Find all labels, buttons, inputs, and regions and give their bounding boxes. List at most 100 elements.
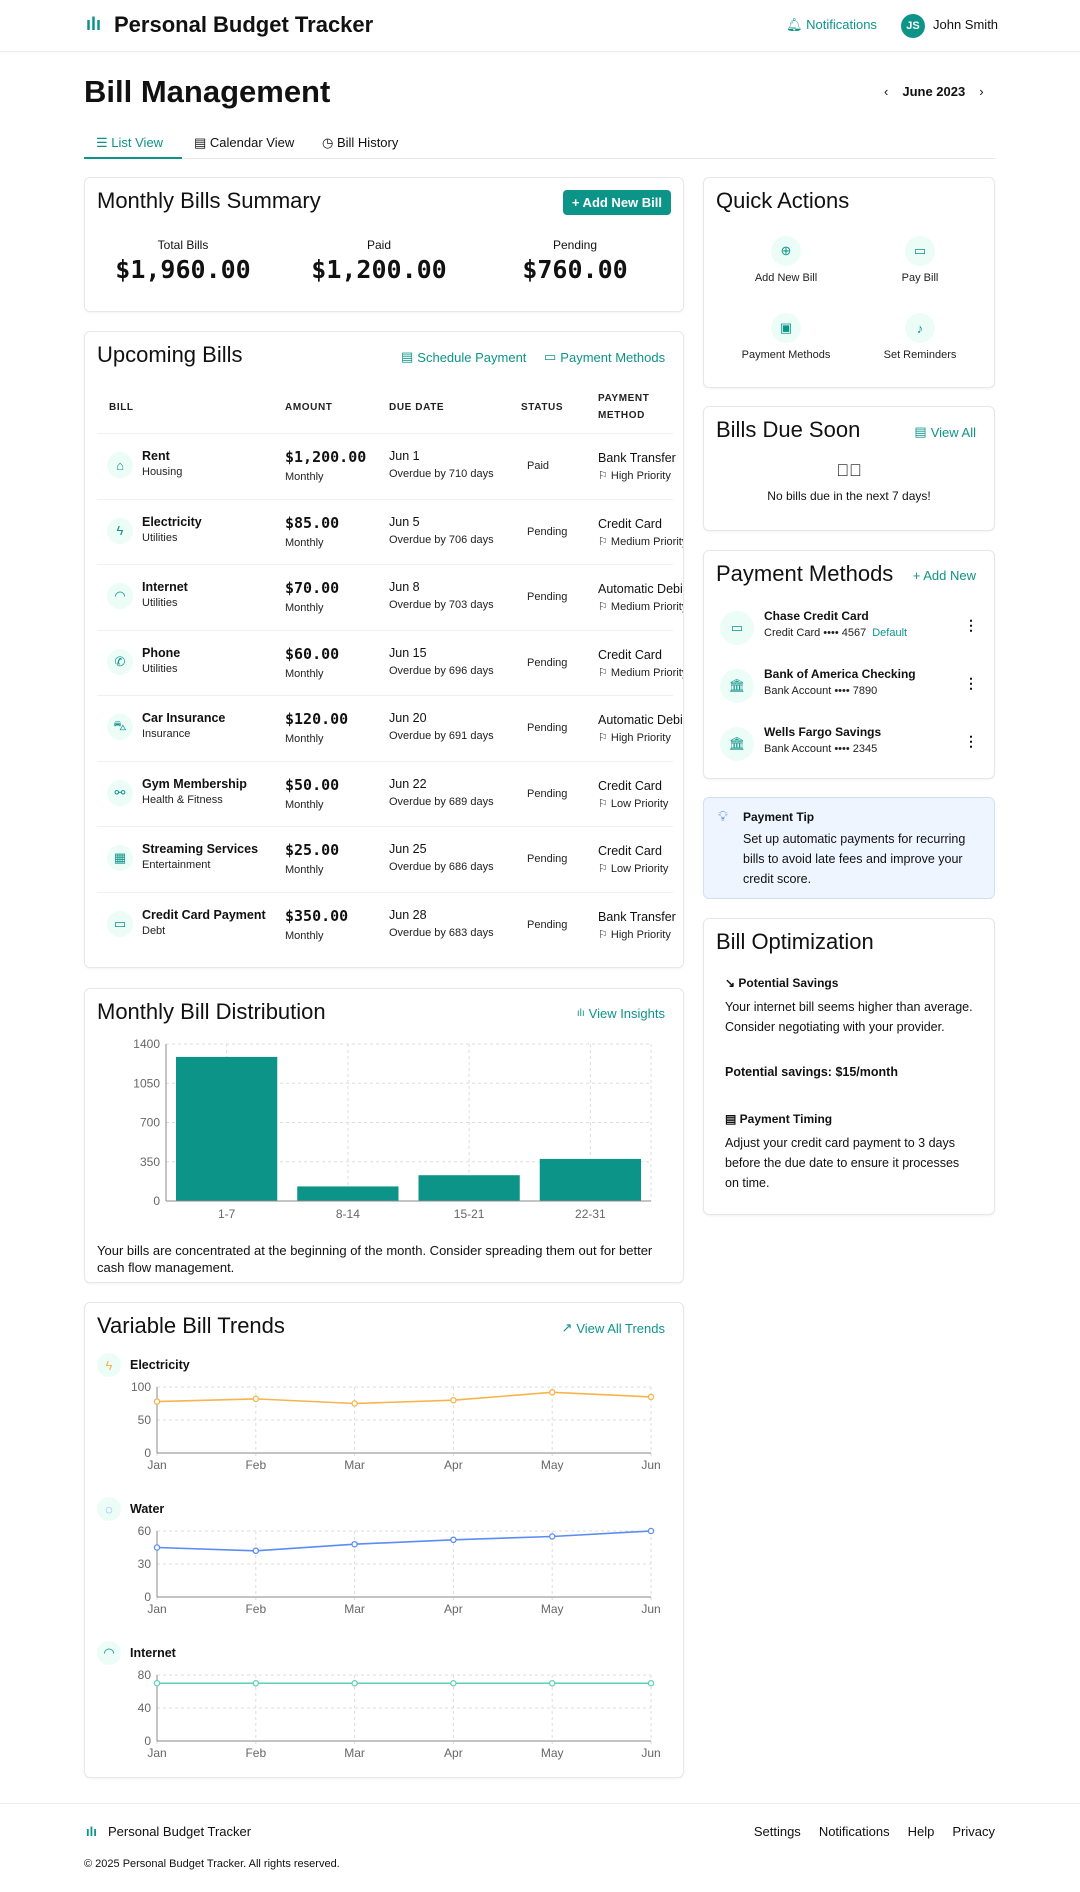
data-point-Apr — [450, 1536, 457, 1544]
quick-action-pay-bill[interactable]: ▭ Pay Bill — [850, 236, 990, 284]
tab-list-view[interactable]: ☰ List View — [84, 135, 182, 159]
flag-icon: ⚐ — [598, 470, 611, 482]
list-icon: ☰ — [96, 135, 112, 150]
y-tick-label: 40 — [138, 1701, 152, 1715]
zap-icon: ϟ — [97, 1353, 121, 1377]
bill-frequency: Monthly — [285, 471, 324, 483]
overdue-text: Overdue by 703 days — [389, 599, 494, 611]
data-point-May — [548, 1389, 556, 1396]
bill-category: Health & Fitness — [142, 793, 223, 806]
x-tick-label: Apr — [444, 1746, 463, 1760]
stat-label: Paid — [366, 238, 392, 252]
overdue-text: Overdue by 689 days — [389, 795, 494, 808]
stat-label: Total Bills — [157, 238, 209, 252]
data-point-Jun — [647, 1527, 655, 1535]
overdue-text: Overdue by 696 days — [389, 664, 494, 677]
data-point-Jan — [153, 1544, 161, 1551]
chevron-right-icon[interactable]: › — [979, 84, 984, 99]
more-options-icon[interactable]: ⋮ — [964, 617, 978, 633]
more-options-icon[interactable]: ⋮ — [964, 675, 978, 691]
bill-category: Utilities — [142, 597, 178, 609]
lightbulb-icon: 💡︎ — [718, 808, 728, 824]
tab-calendar-view[interactable]: ▤ Calendar View — [194, 135, 294, 151]
view-all-trends-link[interactable]: ↗ View All Trends — [561, 1320, 665, 1336]
view-insights-link[interactable]: ılı View Insights — [577, 1006, 665, 1021]
table-row[interactable]: ✆ Phone Utilities $60.00 Monthly Jun 15 Overdu… — [97, 629, 683, 695]
data-point-Apr — [450, 1396, 457, 1404]
table-row[interactable]: ▦ Streaming Services Entertainment $25.00 Mo… — [97, 826, 673, 891]
footer: ılı Personal Budget Tracker Settings Not… — [0, 1803, 1080, 1892]
priority-label: Low Priority — [610, 863, 669, 875]
payment-method: Credit Card — [598, 844, 662, 858]
x-tick-label: 8-14 — [336, 1207, 360, 1221]
app-title[interactable]: Personal Budget Tracker — [114, 12, 374, 37]
bill-category: Utilities — [142, 531, 178, 544]
payment-method: Credit Card — [598, 778, 662, 793]
add-payment-method-link[interactable]: + Add New — [912, 568, 976, 583]
chart-logo-icon: ılı — [86, 1824, 97, 1839]
bank-icon: 🏛 — [720, 669, 754, 703]
wifi-icon: ◠ — [97, 1641, 121, 1665]
data-point-Jan — [153, 1679, 161, 1687]
footer-link-notifications[interactable]: Notifications — [818, 1824, 890, 1839]
card-title: Variable Bill Trends — [97, 1313, 285, 1338]
due-date: Jun 15 — [389, 645, 427, 660]
chevron-left-icon[interactable]: ‹ — [884, 84, 889, 99]
x-tick-label: Jan — [147, 1458, 166, 1472]
y-tick-label: 30 — [138, 1557, 152, 1571]
y-tick-label: 700 — [140, 1116, 160, 1130]
table-row[interactable]: ▭ Credit Card Payment Debt $350.00 Monthly Ju… — [97, 891, 676, 957]
more-options-icon[interactable]: ⋮ — [964, 733, 978, 749]
table-row[interactable]: ⚯ Gym Membership Health & Fitness $50.00 Mon… — [97, 760, 673, 826]
footer-link-privacy[interactable]: Privacy — [952, 1824, 995, 1839]
quick-action-set-reminders[interactable]: ♪ Set Reminders — [850, 313, 990, 361]
priority-label: High Priority — [610, 732, 671, 744]
footer-link-settings[interactable]: Settings — [753, 1824, 801, 1839]
quick-action-add-new-bill[interactable]: ⊕ Add New Bill — [716, 236, 856, 284]
priority: ⚐ Low Priority — [598, 797, 668, 810]
user-name[interactable]: John Smith — [933, 17, 999, 32]
tab-bill-history[interactable]: ◷ Bill History — [322, 135, 398, 151]
bill-category: Debt — [142, 924, 166, 937]
bill-amount: $50.00 — [285, 775, 340, 794]
wallet-icon: ▣ — [771, 313, 801, 343]
view-all-link[interactable]: ▤ View All — [914, 424, 976, 440]
plus-circle-icon: ⊕ — [771, 236, 801, 266]
table-row[interactable]: ⌂ Rent Housing $1,200.00 Monthly Jun 1 Overdue… — [97, 433, 676, 498]
due-date: Jun 20 — [389, 711, 427, 725]
bill-frequency: Monthly — [285, 667, 324, 680]
upcoming-bills-card: Upcoming Bills ▤ Schedule Payment ▭ Paymen… — [84, 331, 684, 968]
phone-icon: ✆ — [107, 648, 133, 675]
table-row[interactable]: ϟ Electricity Utilities $85.00 Monthly Jun 5 O… — [97, 498, 683, 564]
bill-optimization-card: Bill Optimization ↘ Potential Savings Yo… — [703, 918, 995, 1215]
bill-amount: $1,200.00 — [285, 448, 367, 466]
payment-method-item[interactable]: 🏛 Wells Fargo Savings Bank Account •••• 23… — [716, 725, 982, 775]
quick-action-payment-methods[interactable]: ▣ Payment Methods — [716, 313, 856, 361]
payment-method-item[interactable]: 🏛 Bank of America Checking Bank Account ••… — [716, 667, 982, 717]
notifications-link[interactable]: 🔔︎ Notifications — [786, 17, 877, 33]
table-row[interactable]: ⛍ Car Insurance Insurance $120.00 Monthly Jun… — [97, 695, 683, 760]
schedule-payment-link[interactable]: ▤ Schedule Payment — [401, 349, 526, 365]
payment-method-item[interactable]: ▭ Chase Credit Card Credit Card •••• 4567 D… — [716, 609, 982, 659]
x-tick-label: Apr — [444, 1458, 463, 1472]
priority: ⚐ High Priority — [598, 928, 671, 941]
status-badge: Pending — [527, 853, 568, 865]
savings-text: Your internet bill seems higher than ave… — [725, 1000, 973, 1034]
priority-label: Medium Priority — [610, 535, 684, 548]
trending-up-icon: ↗ — [561, 1320, 573, 1335]
priority-label: Low Priority — [610, 797, 669, 810]
footer-link-help[interactable]: Help — [907, 1824, 935, 1839]
payment-methods-link[interactable]: ▭ Payment Methods — [544, 349, 665, 365]
data-point-Apr — [450, 1679, 457, 1687]
zap-icon: ϟ — [107, 517, 133, 544]
stat-label: Pending — [552, 238, 598, 252]
water-line-chart: 0 30 60 Jan Feb Mar Apr May Jun — [138, 1524, 661, 1616]
bill-amount: $350.00 — [285, 906, 349, 925]
stat-value: $1,200.00 — [311, 255, 447, 284]
avatar[interactable]: JS — [901, 14, 925, 38]
table-row[interactable]: ◠ Internet Utilities $70.00 Monthly Jun 8 Over… — [97, 564, 683, 629]
add-new-bill-button[interactable]: + Add New Bill — [562, 190, 671, 215]
bill-amount: $85.00 — [285, 513, 340, 532]
x-tick-label: Jan — [147, 1602, 166, 1616]
data-point-May — [548, 1679, 556, 1687]
